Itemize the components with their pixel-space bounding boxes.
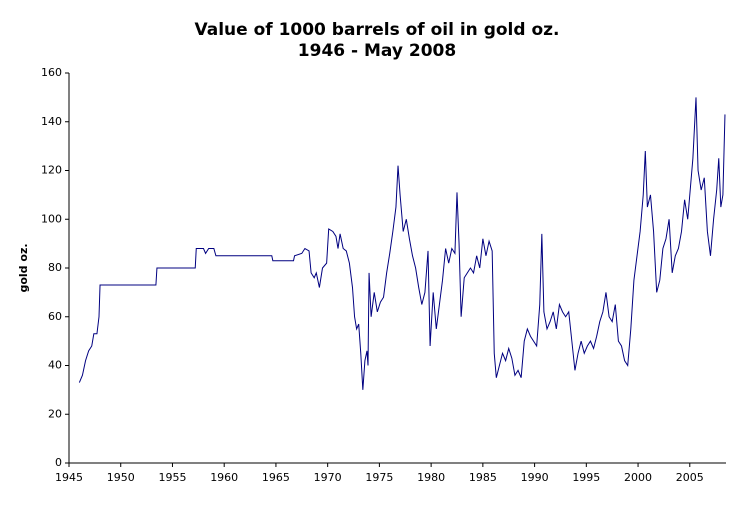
chart-subtitle: 1946 - May 2008: [298, 41, 456, 61]
x-tick-label: 1950: [107, 471, 135, 484]
y-tick-label: 40: [48, 359, 62, 372]
x-tick-label: 1995: [572, 471, 600, 484]
x-tick-label: 2005: [676, 471, 704, 484]
x-tick-label: 2000: [624, 471, 652, 484]
x-tick-label: 1960: [210, 471, 238, 484]
y-tick-label: 20: [48, 407, 62, 420]
y-axis-label: gold oz.: [17, 243, 30, 292]
y-tick-label: 60: [48, 310, 62, 323]
x-tick-label: 1955: [158, 471, 186, 484]
y-tick-label: 140: [41, 115, 62, 128]
data-line: [78, 97, 726, 390]
x-tick-label: 1985: [469, 471, 497, 484]
x-tick-label: 1965: [262, 471, 290, 484]
x-tick-label: 1970: [314, 471, 342, 484]
chart-title: Value of 1000 barrels of oil in gold oz.: [195, 20, 560, 40]
x-tick-label: 1980: [417, 471, 445, 484]
y-tick-label: 0: [55, 456, 62, 469]
y-tick-label: 120: [41, 164, 62, 177]
x-tick-label: 1975: [365, 471, 393, 484]
x-tick-label: 1990: [521, 471, 549, 484]
y-tick-label: 80: [48, 261, 62, 274]
y-tick-label: 160: [41, 66, 62, 79]
y-tick-label: 100: [41, 212, 62, 225]
x-tick-label: 1945: [55, 471, 83, 484]
